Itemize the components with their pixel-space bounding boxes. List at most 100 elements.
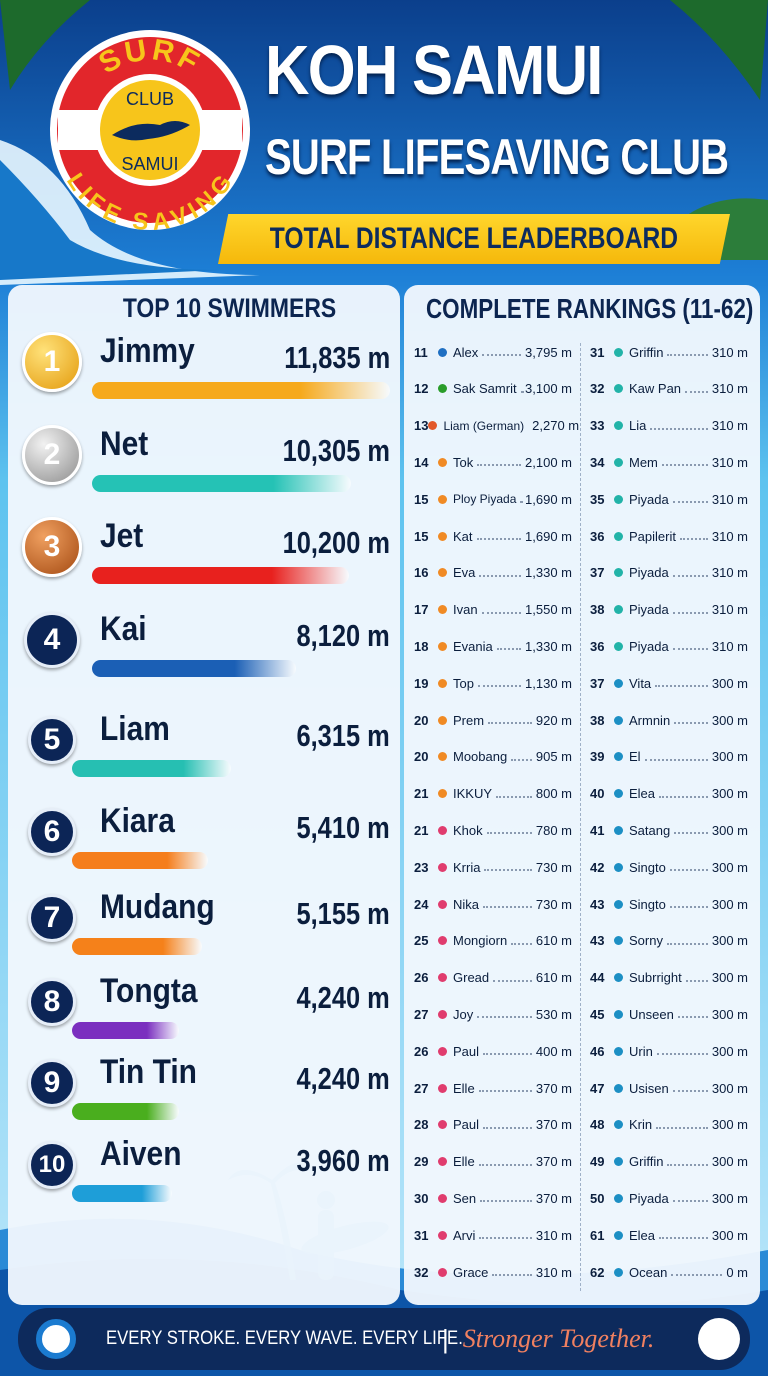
distance: 10,200 m bbox=[282, 525, 390, 560]
color-dot bbox=[438, 1120, 447, 1130]
distance: 300 m bbox=[711, 786, 748, 802]
leader-dots bbox=[477, 679, 522, 688]
rank: 39 bbox=[590, 749, 605, 765]
distance: 310 m bbox=[535, 1227, 572, 1243]
ranking-row: 39 El 300 m bbox=[590, 747, 748, 767]
color-dot bbox=[614, 715, 623, 725]
ranking-row: 61 Elea 300 m bbox=[590, 1225, 748, 1245]
rank: 15 bbox=[414, 528, 429, 544]
ranking-row: 45 Unseen 300 m bbox=[590, 1004, 748, 1024]
rank: 49 bbox=[590, 1154, 605, 1170]
distance: 1,130 m bbox=[525, 675, 572, 691]
tagline: Stronger Together. bbox=[462, 1324, 655, 1353]
rank: 31 bbox=[590, 344, 605, 360]
swimmer-name: Eva bbox=[453, 565, 476, 581]
leader-dots bbox=[672, 606, 708, 614]
swimmer-name: Krria bbox=[453, 859, 481, 875]
swimmer-name: Ocean bbox=[629, 1264, 668, 1280]
swimmer-name: Alex bbox=[453, 344, 479, 360]
swimmer-name: Jimmy bbox=[100, 332, 195, 370]
color-dot bbox=[614, 825, 623, 835]
color-dot bbox=[438, 568, 447, 578]
ranking-row: 27 Elle 370 m bbox=[414, 1078, 572, 1098]
color-dot bbox=[614, 752, 623, 762]
swimmer-name: Subrright bbox=[629, 970, 682, 986]
leader-dots bbox=[674, 716, 708, 724]
distance: 310 m bbox=[711, 454, 748, 470]
ranking-row: 12 Sak Samrit 3,100 m bbox=[414, 379, 572, 399]
color-dot bbox=[614, 641, 623, 651]
distance: 300 m bbox=[711, 896, 748, 912]
ranking-row: 44 Subrright 300 m bbox=[590, 968, 748, 988]
rank: 15 bbox=[414, 491, 429, 507]
rank: 28 bbox=[414, 1117, 429, 1133]
leader-dots bbox=[650, 422, 708, 430]
rank: 46 bbox=[590, 1043, 605, 1059]
color-dot bbox=[614, 1267, 623, 1277]
ranking-row: 38 Armnin 300 m bbox=[590, 710, 748, 730]
rank: 16 bbox=[414, 565, 429, 581]
rank: 31 bbox=[414, 1227, 429, 1243]
rank: 26 bbox=[414, 1043, 429, 1059]
rank-badge: 5 bbox=[28, 716, 76, 764]
distance: 300 m bbox=[711, 1117, 748, 1133]
rankings-title: COMPLETE RANKINGS (11-62) bbox=[426, 293, 754, 324]
ranking-row: 37 Piyada 310 m bbox=[590, 563, 748, 583]
color-dot bbox=[614, 605, 623, 615]
ranking-row: 16 Eva 1,330 m bbox=[414, 563, 572, 583]
distance-bar bbox=[92, 382, 390, 399]
color-dot bbox=[438, 384, 447, 394]
rank: 17 bbox=[414, 602, 429, 618]
leader-dots bbox=[484, 863, 532, 872]
ranking-row: 24 Nika 730 m bbox=[414, 894, 572, 914]
swimmer-name: Kaw Pan bbox=[629, 381, 682, 397]
leader-dots bbox=[667, 1158, 708, 1166]
distance: 310 m bbox=[711, 602, 748, 618]
leader-dots bbox=[671, 1268, 723, 1276]
rank-badge: 6 bbox=[28, 808, 76, 856]
distance: 300 m bbox=[711, 859, 748, 875]
swimmer-name: Kai bbox=[100, 610, 147, 648]
distance-bar bbox=[72, 1022, 179, 1039]
leader-dots bbox=[478, 1158, 532, 1166]
color-dot bbox=[614, 862, 623, 872]
rank-badge: 10 bbox=[28, 1141, 76, 1189]
color-dot bbox=[438, 531, 447, 541]
rank: 47 bbox=[590, 1080, 605, 1096]
swimmer-name: Kat bbox=[453, 528, 473, 544]
rank: 33 bbox=[590, 418, 605, 434]
motto: EVERY STROKE. EVERY WAVE. EVERY LIFE. bbox=[106, 1328, 463, 1349]
distance: 610 m bbox=[535, 933, 572, 949]
rank: 36 bbox=[590, 638, 605, 654]
distance-bar bbox=[72, 760, 231, 777]
distance-bar bbox=[92, 567, 349, 584]
rank: 21 bbox=[414, 822, 429, 838]
color-dot bbox=[438, 715, 447, 725]
swimmer-name: Tok bbox=[453, 454, 474, 470]
color-dot bbox=[438, 1193, 447, 1203]
color-dot bbox=[614, 678, 623, 688]
swimmer-name: Liam (German) bbox=[443, 418, 525, 433]
color-dot bbox=[438, 862, 447, 872]
swimmer-name: Kiara bbox=[100, 802, 175, 840]
club-logo: SURF LIFE SAVING CLUB SAMUI bbox=[50, 30, 250, 235]
swimmer-name: Griffin bbox=[629, 1154, 664, 1170]
color-dot bbox=[614, 1120, 623, 1130]
distance: 370 m bbox=[535, 1117, 572, 1133]
ranking-row: 14 Tok 2,100 m bbox=[414, 452, 572, 472]
distance: 3,795 m bbox=[525, 344, 572, 360]
leader-dots bbox=[685, 974, 708, 982]
color-dot bbox=[614, 1157, 623, 1167]
distance: 370 m bbox=[535, 1080, 572, 1096]
swimmer-name: Piyada bbox=[629, 602, 669, 618]
distance: 310 m bbox=[535, 1264, 572, 1280]
rank: 21 bbox=[414, 786, 429, 802]
leader-dots bbox=[511, 937, 532, 945]
swimmer-name: Nika bbox=[453, 896, 480, 912]
logo-club: CLUB bbox=[126, 89, 174, 109]
distance: 730 m bbox=[535, 896, 572, 912]
distance: 4,240 m bbox=[296, 980, 390, 1015]
swimmer-name: Armnin bbox=[629, 712, 671, 728]
distance: 1,330 m bbox=[525, 565, 572, 581]
distance: 1,330 m bbox=[525, 638, 572, 654]
